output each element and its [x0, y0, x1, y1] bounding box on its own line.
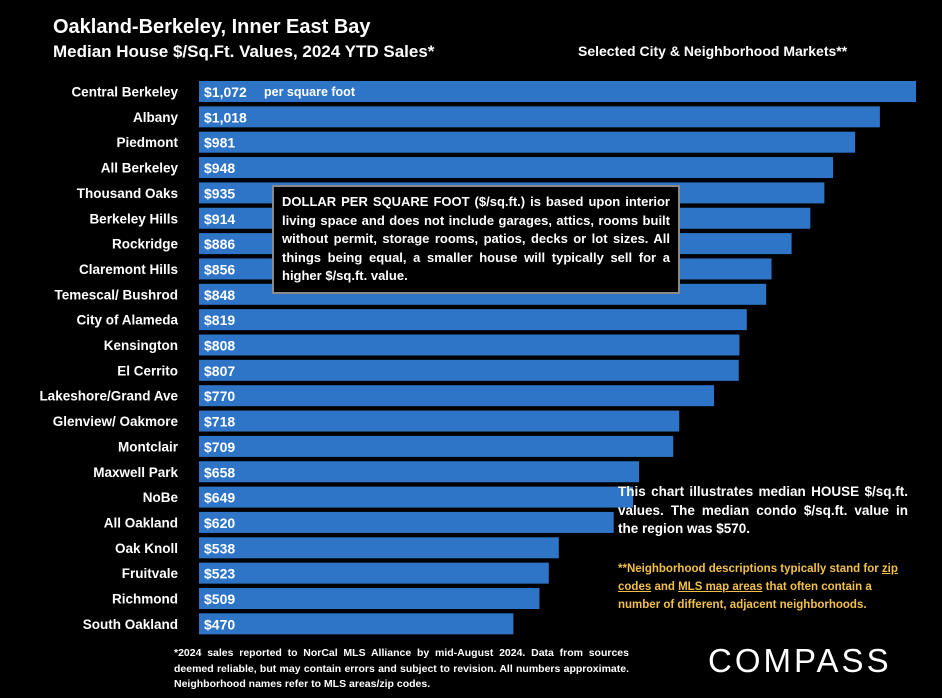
- bar-montclair: [199, 435, 674, 457]
- bar-central-berkeley: [199, 81, 916, 102]
- definition-note: DOLLAR PER SQUARE FOOT ($/sq.ft.) is bas…: [272, 185, 680, 294]
- value-label-all-berkeley: $948: [204, 160, 235, 176]
- bar-chart: Central Berkeley $1,072 per square foot Alb…: [39, 81, 916, 635]
- value-label-berkeley-hills: $914: [204, 211, 235, 227]
- category-label-thousand-oaks: Thousand Oaks: [77, 186, 178, 201]
- category-label-el-cerrito: El Cerrito: [117, 363, 178, 378]
- mls-map-areas-text: MLS map areas: [678, 581, 763, 593]
- nbhd-text-2: and: [651, 581, 679, 593]
- category-label-berkeley-hills: Berkeley Hills: [89, 211, 178, 226]
- nbhd-text-1: **Neighborhood descriptions typically st…: [618, 563, 882, 575]
- category-label-oak-knoll: Oak Knoll: [115, 541, 178, 556]
- category-label-albany: Albany: [133, 110, 179, 125]
- selected-markets-label: Selected City & Neighborhood Markets**: [578, 43, 848, 59]
- value-label-lakeshore-grand-ave: $770: [204, 388, 235, 404]
- bar-albany: [199, 106, 880, 128]
- bar-all-berkeley: [199, 157, 834, 179]
- category-label-kensington: Kensington: [104, 338, 178, 353]
- category-label-central-berkeley: Central Berkeley: [71, 85, 178, 100]
- category-label-temescal-bushrod: Temescal/ Bushrod: [54, 287, 178, 302]
- bar-lakeshore-grand-ave: [199, 385, 715, 407]
- nbhd-text-3: that often contain a number of different…: [618, 581, 872, 611]
- value-label-claremont-hills: $856: [204, 261, 235, 277]
- value-label-temescal-bushrod: $848: [204, 287, 235, 303]
- compass-logo: COMPASS: [708, 642, 892, 679]
- value-label-all-oakland: $620: [204, 515, 235, 531]
- chart-title: Oakland-Berkeley, Inner East Bay: [53, 16, 371, 38]
- category-label-city-of-alameda: City of Alameda: [76, 313, 178, 328]
- category-label-all-oakland: All Oakland: [104, 515, 178, 530]
- category-label-richmond: Richmond: [112, 592, 178, 607]
- value-label-city-of-alameda: $819: [204, 312, 235, 328]
- per-square-foot-label: per square foot: [264, 85, 356, 99]
- bar-city-of-alameda: [199, 309, 747, 331]
- bar-nobe: [199, 486, 634, 508]
- category-label-lakeshore-grand-ave: Lakeshore/Grand Ave: [39, 389, 178, 404]
- bar-south-oakland: [199, 613, 514, 635]
- category-label-piedmont: Piedmont: [116, 135, 178, 150]
- category-label-nobe: NoBe: [143, 490, 179, 505]
- bar-oak-knoll: [199, 537, 559, 559]
- bar-fruitvale: [199, 562, 549, 584]
- value-label-el-cerrito: $807: [204, 363, 235, 379]
- value-label-nobe: $649: [204, 490, 235, 506]
- bar-all-oakland: [199, 511, 614, 533]
- category-label-rockridge: Rockridge: [112, 237, 179, 252]
- value-label-piedmont: $981: [204, 135, 235, 151]
- bar-richmond: [199, 588, 540, 609]
- value-label-maxwell-park: $658: [204, 464, 235, 480]
- bar-piedmont: [199, 131, 856, 153]
- illustration-note: This chart illustrates median HOUSE $/sq…: [618, 484, 908, 536]
- category-label-maxwell-park: Maxwell Park: [93, 465, 178, 480]
- value-label-oak-knoll: $538: [204, 540, 235, 556]
- value-label-glenview-oakmore: $718: [204, 414, 235, 430]
- value-label-central-berkeley: $1,072: [204, 84, 247, 100]
- category-label-all-berkeley: All Berkeley: [101, 161, 179, 176]
- value-label-kensington: $808: [204, 338, 235, 354]
- category-label-south-oakland: South Oakland: [83, 617, 178, 632]
- source-footnote: *2024 sales reported to NorCal MLS Allia…: [174, 647, 629, 690]
- neighborhood-note: **Neighborhood descriptions typically st…: [618, 560, 910, 614]
- category-label-fruitvale: Fruitvale: [122, 566, 179, 581]
- bar-kensington: [199, 334, 740, 356]
- chart-subtitle: Median House $/Sq.Ft. Values, 2024 YTD S…: [53, 42, 435, 61]
- value-label-south-oakland: $470: [204, 616, 235, 632]
- bar-maxwell-park: [199, 461, 640, 483]
- category-label-claremont-hills: Claremont Hills: [79, 262, 178, 277]
- value-label-albany: $1,018: [204, 109, 247, 125]
- value-label-fruitvale: $523: [204, 566, 235, 582]
- value-label-montclair: $709: [204, 439, 235, 455]
- bar-el-cerrito: [199, 359, 739, 381]
- bar-glenview-oakmore: [199, 410, 680, 432]
- value-label-rockridge: $886: [204, 236, 235, 252]
- category-label-montclair: Montclair: [118, 439, 179, 454]
- value-label-richmond: $509: [204, 591, 235, 607]
- category-label-glenview-oakmore: Glenview/ Oakmore: [53, 414, 179, 429]
- zip-codes-text: zip codes: [618, 563, 898, 593]
- value-label-thousand-oaks: $935: [204, 185, 235, 201]
